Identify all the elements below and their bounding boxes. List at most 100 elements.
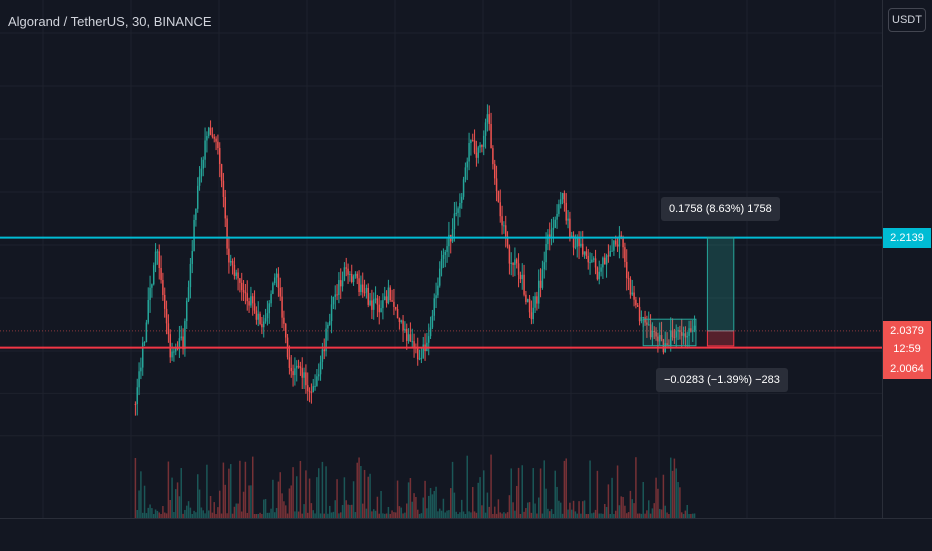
volume-bar <box>411 501 413 518</box>
volume-bar <box>228 468 230 518</box>
volume-bar <box>556 486 558 518</box>
candle-body <box>631 292 633 295</box>
volume-bar <box>283 501 285 518</box>
volume-bar <box>499 512 501 518</box>
candle-body <box>427 336 430 343</box>
volume-bar <box>486 492 489 518</box>
candle-body <box>383 296 386 301</box>
volume-bar <box>332 511 335 518</box>
currency-button[interactable]: USDT <box>888 8 926 32</box>
volume-bar <box>514 510 516 518</box>
candle-body <box>638 306 641 322</box>
volume-bar <box>404 512 406 518</box>
time-axis[interactable] <box>0 518 932 551</box>
volume-bar <box>330 512 333 518</box>
candle-body <box>552 227 555 230</box>
candle-body <box>169 334 171 358</box>
resistance-price-label: 2.2139 <box>883 227 931 248</box>
volume-bar <box>255 513 258 518</box>
volume-bar <box>341 504 344 518</box>
volume-bar <box>303 504 305 518</box>
volume-bar <box>429 488 432 518</box>
volume-bar <box>635 457 637 518</box>
volume-bar <box>160 513 162 518</box>
volume-bar <box>561 513 564 518</box>
volume-bar <box>321 461 324 518</box>
volume-bar <box>279 472 281 518</box>
volume-bar <box>598 513 600 518</box>
volume-bar <box>193 510 195 518</box>
volume-bar <box>273 512 276 518</box>
volume-bar <box>603 503 606 518</box>
candle-body <box>556 213 558 220</box>
candle-body <box>543 262 545 270</box>
candle-body <box>374 298 377 300</box>
volume-bar <box>165 513 168 518</box>
volume-bar <box>530 512 533 518</box>
volume-bar <box>415 496 417 518</box>
volume-bar <box>299 460 302 518</box>
volume-bar <box>536 513 538 518</box>
volume-bar <box>262 499 265 518</box>
volume-bar <box>691 513 694 518</box>
candle-body <box>622 238 624 248</box>
candle-body <box>277 273 280 288</box>
volume-bar <box>435 486 437 518</box>
volume-bar <box>528 502 531 518</box>
candle-body <box>570 235 573 238</box>
volume-bar <box>169 499 171 518</box>
candle-body <box>147 299 149 323</box>
volume-bar <box>622 497 624 518</box>
candle-body <box>563 193 566 203</box>
candle-body <box>609 251 611 257</box>
volume-bar <box>334 500 336 518</box>
candle-body <box>673 337 676 339</box>
candle-body <box>409 334 412 342</box>
candle-body <box>629 279 632 295</box>
candle-body <box>490 123 492 149</box>
candle-body <box>389 287 391 301</box>
candle-body <box>398 318 401 322</box>
volume-bar <box>266 512 269 518</box>
volume-bar <box>532 468 534 518</box>
candle-body <box>262 321 265 328</box>
volume-bar <box>552 513 555 518</box>
volume-bar <box>140 471 142 518</box>
volume-bar <box>402 513 404 518</box>
candle-body <box>402 320 404 331</box>
volume-bar <box>151 508 153 518</box>
support-price-label: 2.0064 <box>883 358 931 379</box>
volume-bar <box>229 464 232 518</box>
candle-body <box>526 299 529 302</box>
volume-bar <box>191 513 193 518</box>
volume-bar <box>325 466 327 518</box>
price-axis[interactable] <box>882 0 932 518</box>
volume-bar <box>477 482 479 518</box>
candle-body <box>460 196 463 203</box>
candle-body <box>257 313 259 320</box>
volume-bar <box>378 513 380 518</box>
candle-body <box>466 161 468 168</box>
candle-body <box>319 361 322 375</box>
volume-bar <box>416 509 419 518</box>
candle-body <box>537 280 540 304</box>
candle-body <box>517 263 520 275</box>
candle-body <box>218 148 221 165</box>
volume-bar <box>647 500 650 518</box>
candle-body <box>180 336 182 339</box>
volume-bar <box>372 509 375 518</box>
volume-bar <box>174 489 177 518</box>
volume-bar <box>581 501 584 518</box>
candle-body <box>646 322 648 325</box>
candle-body <box>492 148 494 165</box>
candle-body <box>413 341 415 348</box>
volume-bar <box>591 513 593 518</box>
volume-bar <box>198 489 201 518</box>
candle-body <box>444 251 446 255</box>
candle-body <box>624 247 626 262</box>
candle-body <box>229 260 232 263</box>
candle-body <box>224 197 226 219</box>
candle-body <box>493 164 496 179</box>
